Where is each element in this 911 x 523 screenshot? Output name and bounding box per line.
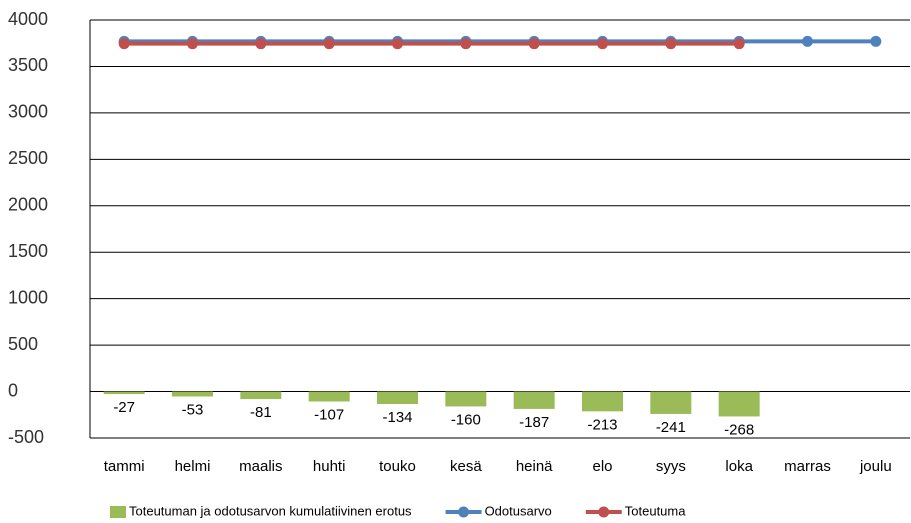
legend-label: Toteutuman ja odotusarvon kumulatiivinen… [129, 503, 412, 518]
bar [172, 391, 213, 397]
x-tick-label: marras [784, 458, 831, 475]
marker [870, 35, 882, 47]
x-tick-label: joulu [859, 458, 892, 475]
x-tick-label: loka [725, 458, 753, 475]
marker [733, 38, 745, 50]
x-tick-label: huhti [313, 458, 346, 475]
marker [802, 35, 813, 47]
bar [513, 391, 555, 409]
y-tick-label: 1000 [8, 287, 48, 307]
x-tick-label: syys [656, 458, 686, 475]
marker [392, 38, 403, 50]
x-tick-label: tammi [104, 458, 145, 475]
y-tick-label: 2000 [8, 195, 48, 215]
bar [377, 391, 418, 405]
y-tick-label: 1500 [8, 241, 48, 261]
marker [665, 38, 677, 50]
y-tick-label: 500 [8, 334, 38, 354]
marker [187, 38, 198, 50]
legend-marker [598, 506, 610, 518]
bar [718, 391, 760, 417]
data-label: -134 [382, 409, 412, 426]
marker [460, 38, 472, 50]
bar [103, 391, 145, 395]
y-tick-label: 3500 [8, 55, 48, 75]
legend-marker [458, 506, 470, 518]
x-tick-label: heinä [516, 458, 553, 475]
data-label: -268 [724, 421, 754, 438]
y-tick-label: -500 [8, 427, 44, 447]
data-label: -187 [519, 414, 549, 431]
x-tick-label: helmi [175, 458, 211, 475]
data-label: -27 [113, 399, 135, 416]
x-tick-label: kesä [450, 458, 482, 475]
marker [255, 38, 267, 50]
bar [582, 391, 623, 412]
data-label: -160 [451, 411, 481, 428]
y-tick-label: 3000 [8, 102, 48, 122]
marker [118, 38, 130, 50]
y-tick-label: 2500 [8, 148, 48, 168]
marker [528, 38, 540, 50]
legend-swatch [110, 506, 126, 518]
data-label: -213 [587, 416, 617, 433]
data-label: -53 [182, 401, 204, 418]
data-label: -241 [656, 419, 686, 436]
y-tick-label: 0 [8, 380, 18, 400]
bar [445, 391, 487, 407]
x-tick-label: touko [379, 458, 416, 475]
x-tick-label: maalis [239, 458, 282, 475]
bar [240, 391, 282, 400]
x-tick-label: elo [592, 458, 612, 475]
marker [597, 38, 608, 50]
data-label: -107 [314, 406, 344, 423]
legend-label: Toteutuma [625, 503, 686, 518]
bar [650, 391, 692, 414]
marker [323, 38, 335, 50]
y-tick-label: 4000 [8, 9, 48, 29]
bar [308, 391, 350, 402]
legend-label: Odotusarvo [485, 503, 552, 518]
data-label: -81 [250, 404, 272, 421]
